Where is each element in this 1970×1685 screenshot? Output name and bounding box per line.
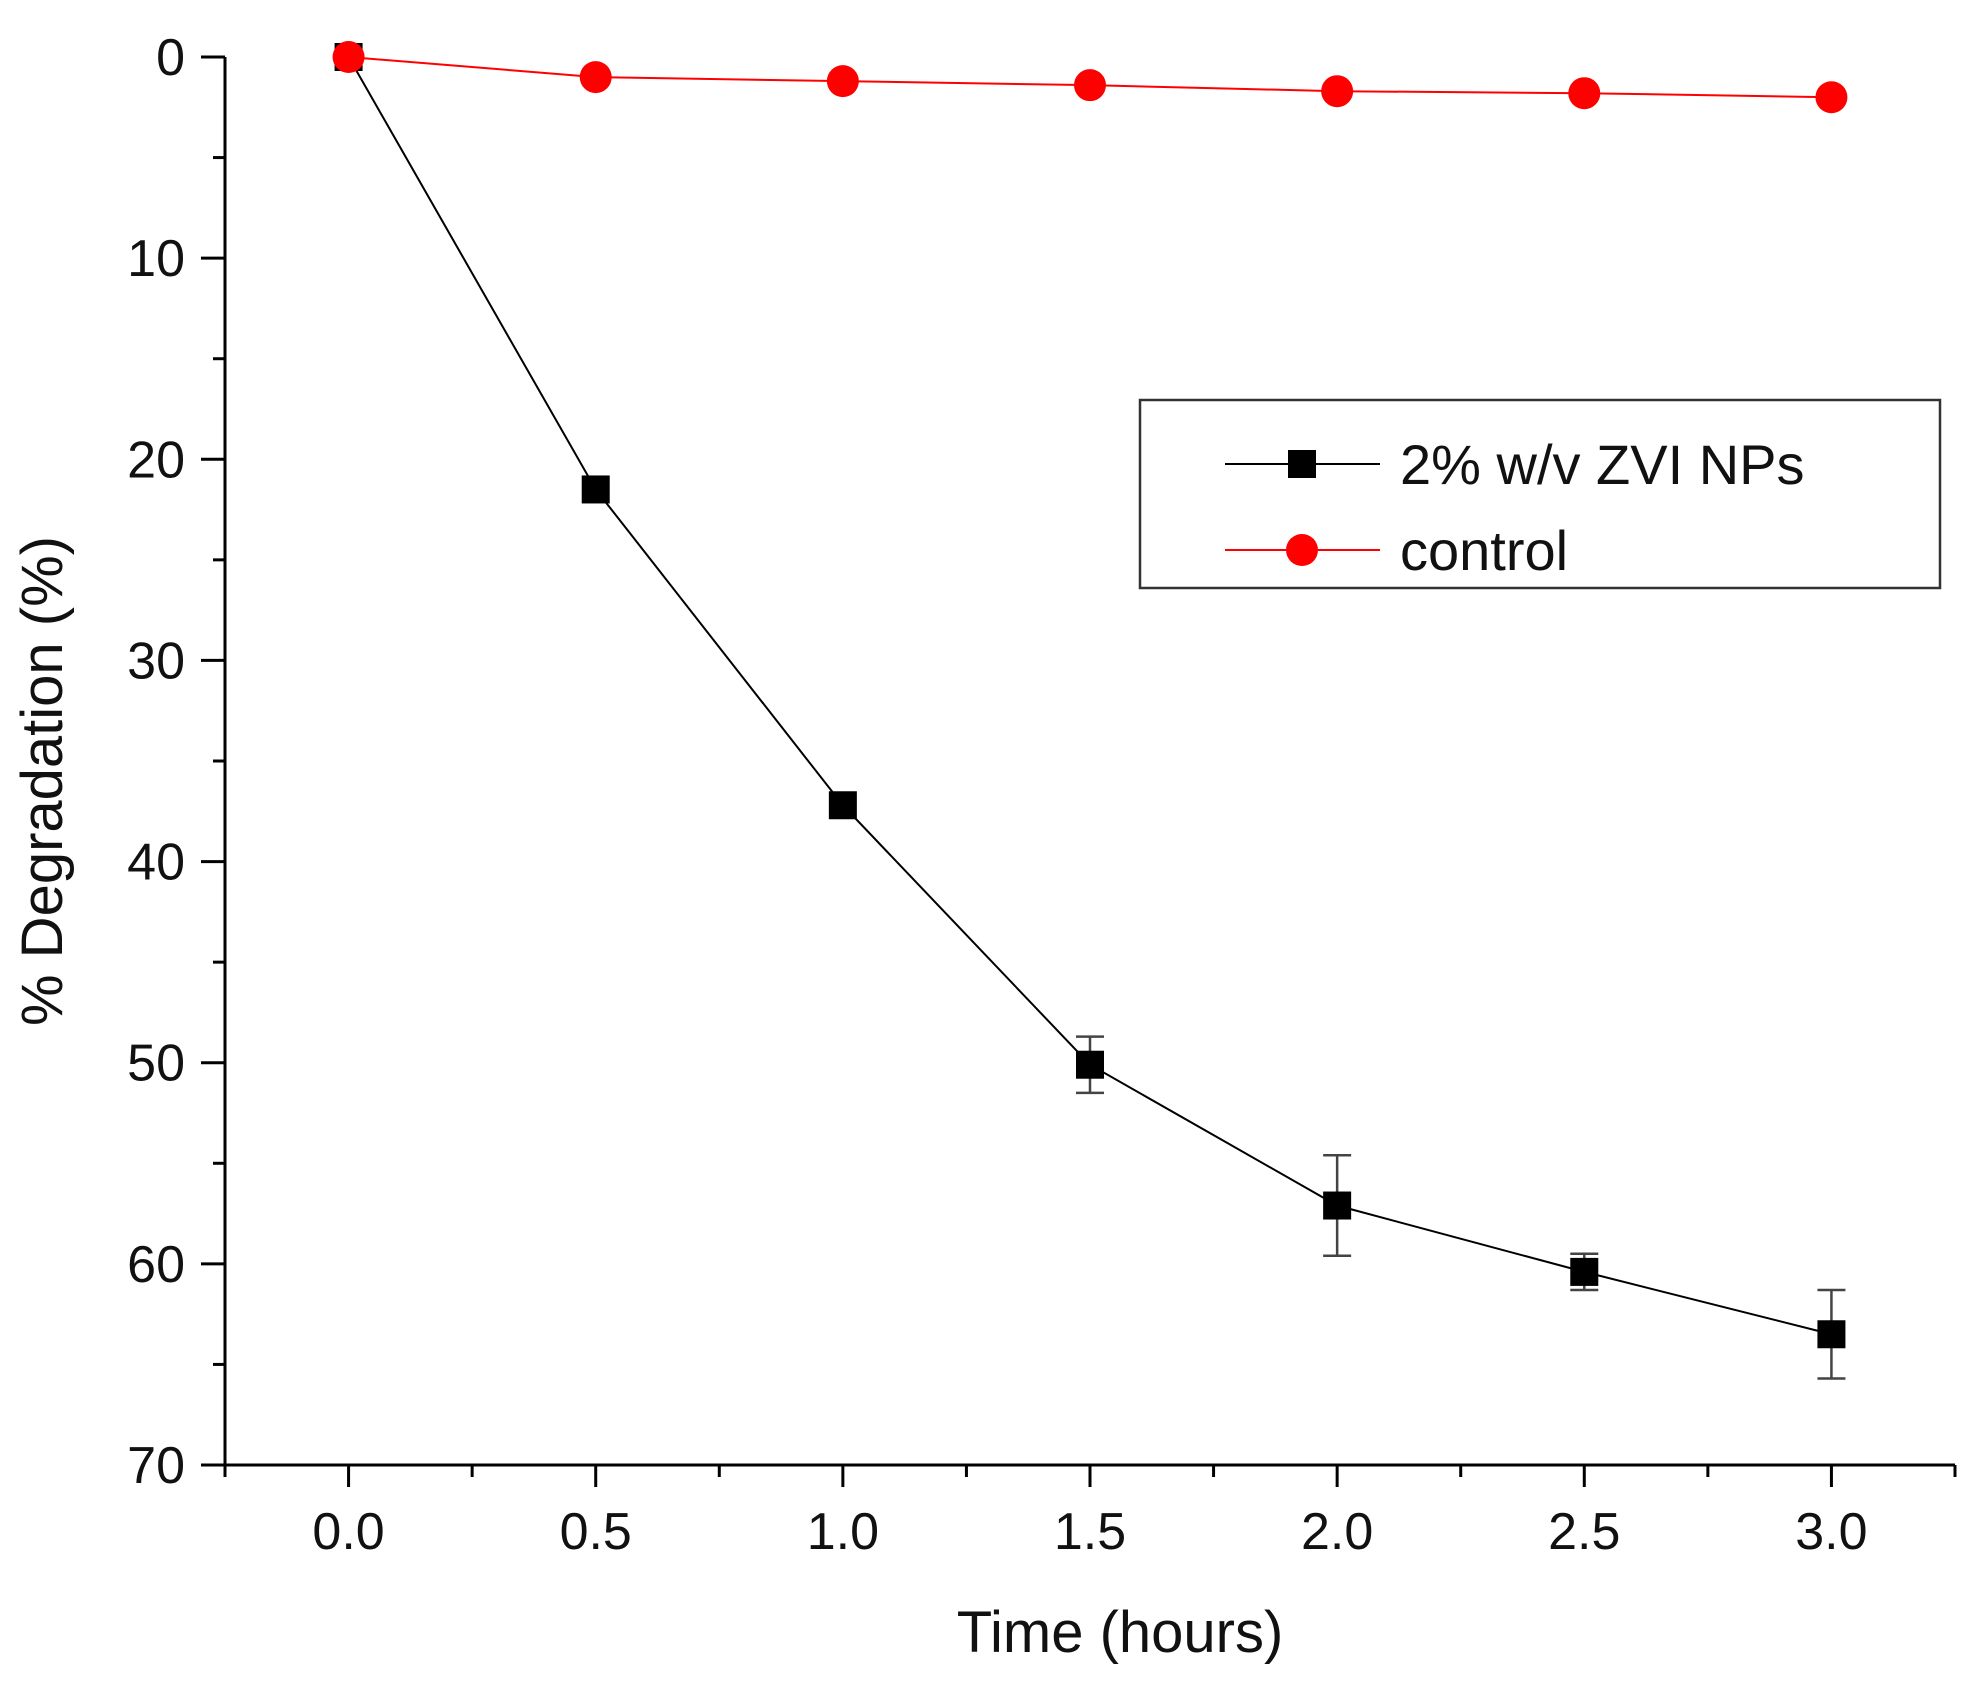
y-tick-label: 0	[156, 29, 185, 87]
x-axis-title: Time (hours)	[957, 1600, 1284, 1665]
data-point-circle	[579, 61, 612, 94]
y-tick-label: 60	[127, 1236, 185, 1294]
series-layer	[332, 41, 1848, 1380]
x-tick-label: 1.0	[807, 1503, 879, 1561]
legend-entry-control: control	[1225, 519, 1568, 582]
x-tick-label: 2.5	[1548, 1503, 1620, 1561]
legend-label-control: control	[1400, 519, 1568, 582]
data-point-circle	[332, 41, 365, 73]
data-point-square	[1570, 1257, 1599, 1286]
data-point-square	[828, 791, 857, 820]
series-zvi	[334, 43, 1846, 1380]
x-tick-label: 3.0	[1795, 1503, 1867, 1561]
legend: 2% w/v ZVI NPs control	[1138, 398, 1942, 590]
y-tick-label: 10	[127, 230, 185, 288]
data-point-circle	[826, 65, 859, 98]
x-tick-label: 0.5	[560, 1503, 632, 1561]
legend-box	[1138, 398, 1942, 590]
y-tick-label: 40	[127, 834, 185, 892]
data-point-circle	[1815, 81, 1848, 114]
data-point-circle	[1074, 69, 1106, 102]
data-point-circle	[1568, 77, 1601, 110]
y-tick-label: 20	[127, 431, 185, 489]
y-axis-title: % Degradation (%)	[10, 536, 75, 1026]
x-ticks: 0.0 0.5 1.0 1.5 2.0 2.5 3.0	[223, 1465, 1957, 1561]
x-tick-label: 0.0	[312, 1503, 384, 1561]
y-tick-label: 70	[127, 1437, 185, 1495]
x-tick-label: 1.5	[1054, 1503, 1126, 1561]
data-point-square	[581, 475, 610, 504]
legend-entry-zvi: 2% w/v ZVI NPs	[1225, 433, 1805, 496]
legend-label-zvi: 2% w/v ZVI NPs	[1400, 433, 1805, 496]
data-point-square	[1076, 1050, 1104, 1079]
axes	[223, 57, 1955, 1467]
series-control	[332, 41, 1848, 114]
x-tick-label: 2.0	[1301, 1503, 1373, 1561]
data-point-circle	[1321, 75, 1354, 108]
data-point-square	[1817, 1320, 1846, 1349]
data-point-square	[1323, 1191, 1352, 1220]
y-ticks: 0 10 20 30 40 50 60 70	[127, 29, 225, 1495]
y-tick-label: 30	[127, 632, 185, 690]
series-line	[347, 56, 1832, 1336]
legend-marker-square	[1288, 450, 1316, 478]
y-tick-label: 50	[127, 1035, 185, 1093]
legend-marker-circle	[1286, 534, 1318, 566]
